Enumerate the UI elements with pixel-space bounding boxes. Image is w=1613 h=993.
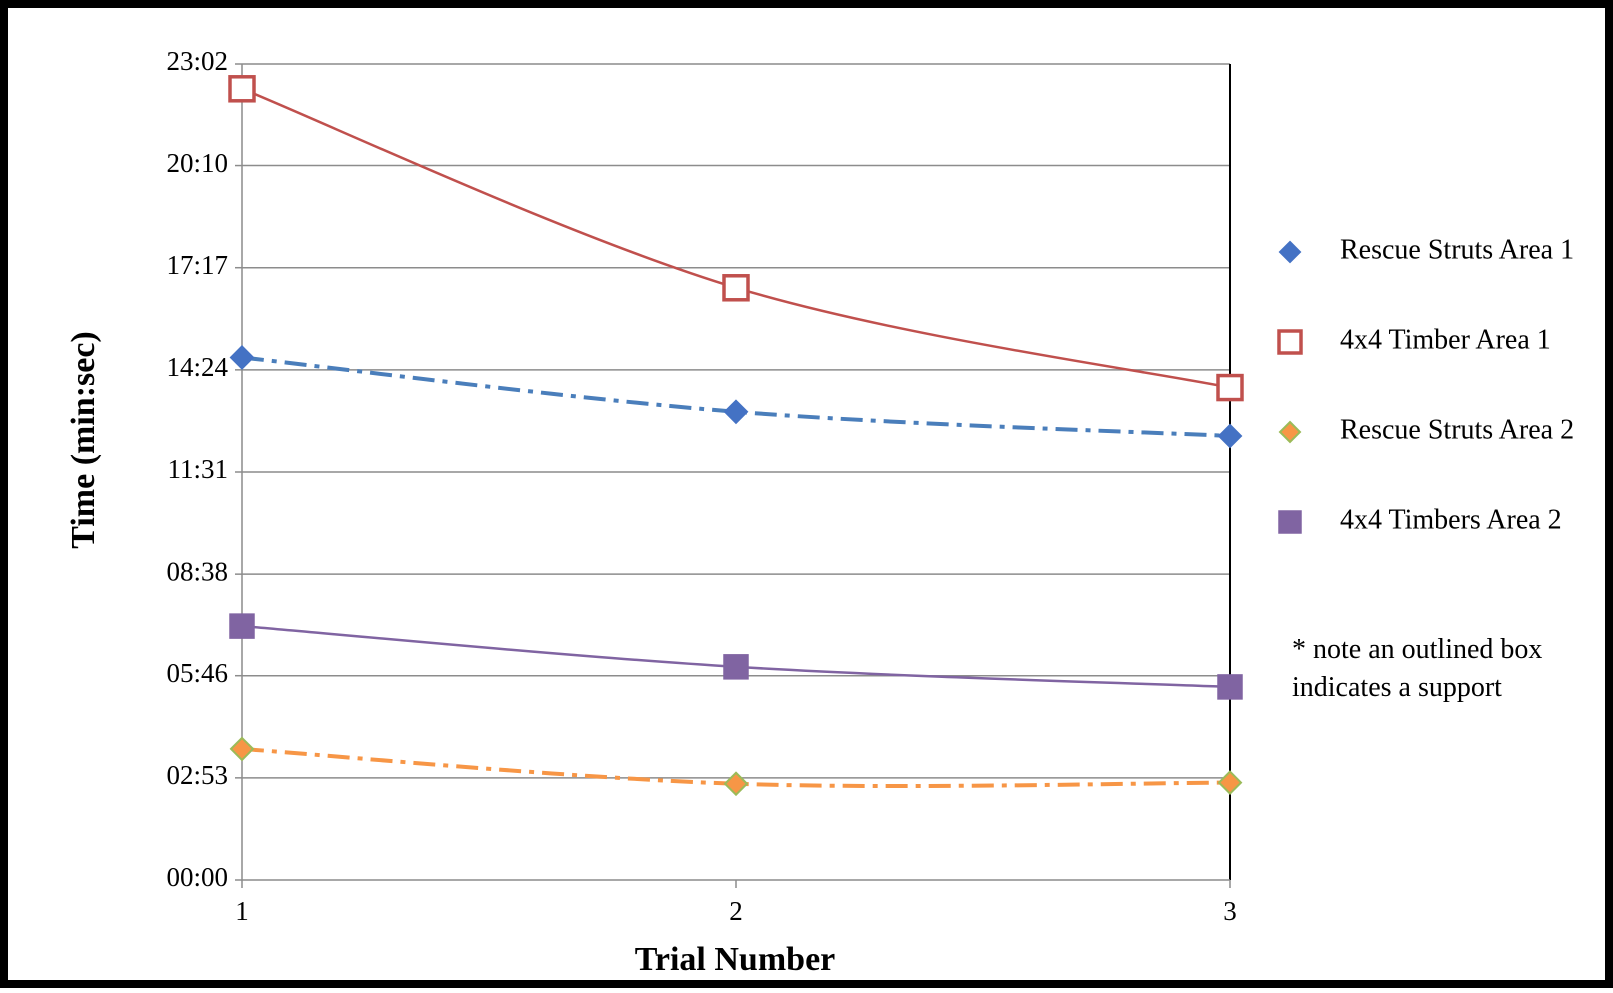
data-point bbox=[723, 771, 749, 797]
x-axis-title: Trial Number bbox=[635, 941, 836, 978]
y-tick-label: 05:46 bbox=[166, 658, 228, 688]
data-point bbox=[228, 75, 256, 103]
x-tick-label: 3 bbox=[1223, 896, 1237, 926]
data-point bbox=[229, 736, 255, 762]
series-line bbox=[241, 355, 1231, 438]
data-point bbox=[1217, 770, 1243, 795]
legend-marker bbox=[1278, 240, 1302, 264]
legend-label: Rescue Struts Area 2 bbox=[1340, 414, 1574, 445]
y-tick-label: 08:38 bbox=[166, 556, 228, 586]
x-tick-labels: 1 2 3 bbox=[235, 896, 1237, 926]
x-tick-label: 2 bbox=[729, 896, 743, 926]
series-4 bbox=[229, 613, 1243, 700]
legend-label: 4x4 Timber Area 1 bbox=[1340, 324, 1551, 355]
y-axis-title: Time (min:sec) bbox=[65, 331, 102, 548]
data-point bbox=[229, 613, 255, 639]
y-tick-label: 14:24 bbox=[166, 352, 228, 382]
legend-marker bbox=[1277, 329, 1303, 355]
y-tick-label: 17:17 bbox=[166, 250, 228, 280]
data-point bbox=[1216, 373, 1244, 402]
legend-marker bbox=[1278, 510, 1302, 534]
y-tick-labels: 00:00 02:53 05:46 08:38 11:31 14:24 17:17 20:10… bbox=[166, 46, 228, 892]
legend-marker bbox=[1278, 420, 1302, 444]
note-line-1: * note an outlined box bbox=[1292, 634, 1542, 665]
legend: Rescue Struts Area 1 4x4 Timber Area 1 Res… bbox=[1277, 234, 1574, 535]
legend-label: Rescue Struts Area 1 bbox=[1340, 234, 1574, 265]
series-1 bbox=[229, 345, 1243, 449]
data-point bbox=[1217, 423, 1243, 449]
series-line bbox=[241, 746, 1231, 789]
series-3 bbox=[229, 736, 1243, 797]
y-tick-label: 23:02 bbox=[166, 46, 228, 76]
series-2 bbox=[228, 75, 1244, 402]
y-tick-label: 11:31 bbox=[168, 454, 229, 484]
data-point bbox=[1217, 674, 1243, 700]
legend-item: Rescue Struts Area 2 bbox=[1278, 414, 1574, 445]
y-tick-label: 00:00 bbox=[166, 862, 228, 892]
y-tick-label: 02:53 bbox=[166, 760, 228, 790]
data-point bbox=[229, 345, 255, 370]
y-tick-label: 20:10 bbox=[166, 148, 228, 178]
axes bbox=[235, 63, 1231, 888]
x-tick-label: 1 bbox=[235, 896, 249, 926]
note-line-2: indicates a support bbox=[1292, 672, 1502, 703]
legend-item: Rescue Struts Area 1 bbox=[1278, 234, 1574, 265]
data-point bbox=[722, 274, 750, 302]
legend-item: 4x4 Timbers Area 2 bbox=[1278, 504, 1562, 535]
gridlines bbox=[242, 63, 1230, 779]
legend-item: 4x4 Timber Area 1 bbox=[1277, 324, 1551, 355]
legend-label: 4x4 Timbers Area 2 bbox=[1340, 504, 1562, 535]
data-point bbox=[723, 654, 749, 680]
data-point bbox=[723, 399, 749, 425]
series bbox=[228, 75, 1244, 797]
